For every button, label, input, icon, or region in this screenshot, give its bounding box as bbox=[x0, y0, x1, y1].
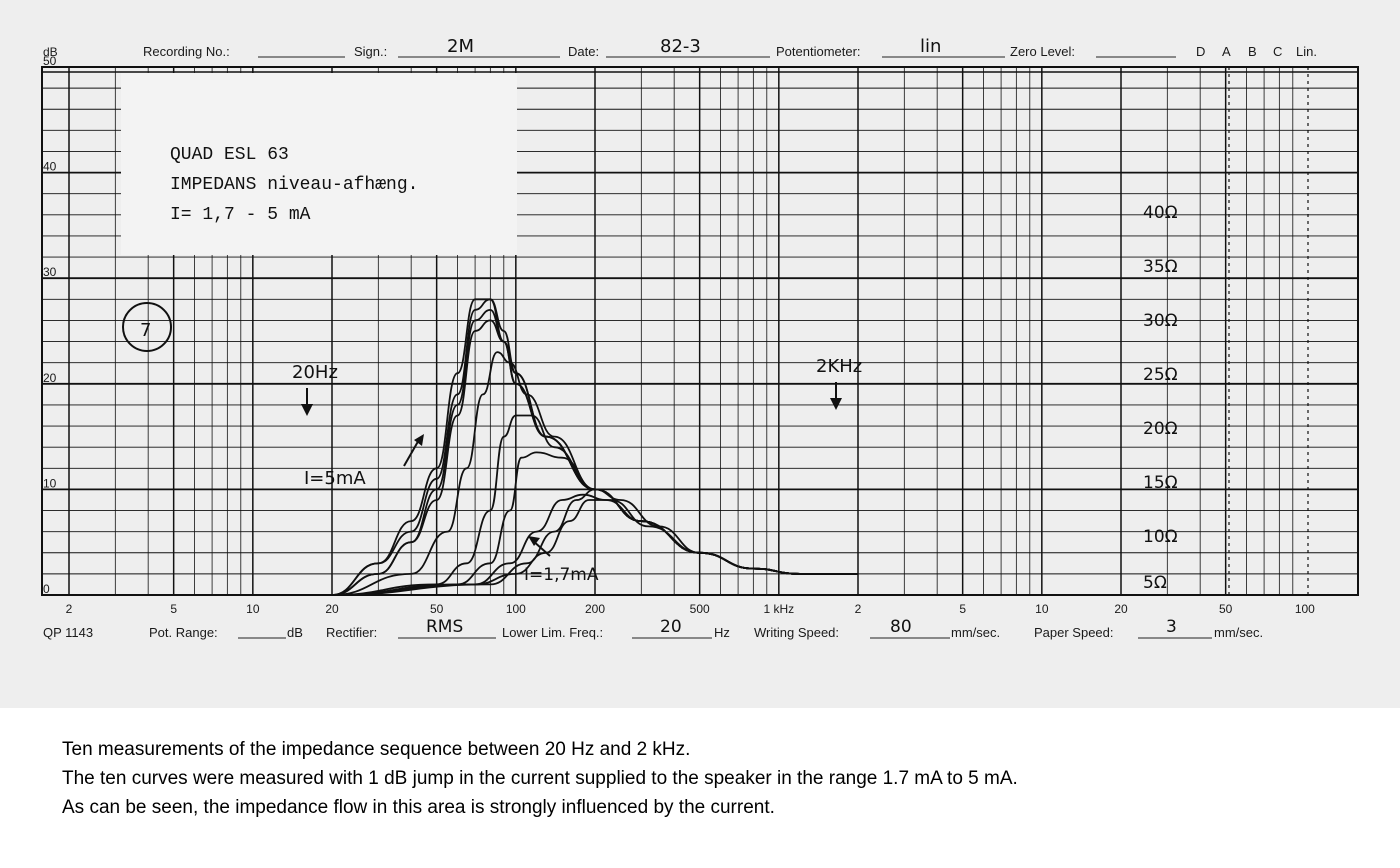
y-tick-label: 30 bbox=[43, 265, 57, 279]
date-label: Date: bbox=[568, 44, 599, 59]
rectifier-label: Rectifier: bbox=[326, 625, 377, 640]
potentiometer-value: lin bbox=[920, 36, 941, 57]
rectifier-value: RMS bbox=[426, 617, 463, 637]
scale-c: C bbox=[1273, 44, 1282, 59]
potentiometer-label: Potentiometer: bbox=[776, 44, 861, 59]
x-tick-label: 5 bbox=[959, 602, 966, 616]
current-high-arrowhead bbox=[414, 434, 424, 446]
paper-speed-label: Paper Speed: bbox=[1034, 625, 1114, 640]
current-low-label: I=1,7mA bbox=[524, 565, 599, 585]
x-tick-label: 50 bbox=[1219, 602, 1233, 616]
caption-line-3: As can be seen, the impedance flow in th… bbox=[62, 797, 775, 818]
caption-line-2: The ten curves were measured with 1 dB j… bbox=[62, 768, 1018, 789]
writing-speed-value: 80 bbox=[890, 617, 912, 637]
top-tick-strip bbox=[41, 66, 1359, 73]
note-line-2: IMPEDANS niveau-afhæng. bbox=[170, 175, 418, 195]
sign-value: 2M bbox=[447, 36, 474, 57]
sheet-number: 7 bbox=[140, 320, 151, 341]
lower-lim-unit: Hz bbox=[714, 625, 730, 640]
scale-a: A bbox=[1222, 44, 1231, 59]
date-value: 82-3 bbox=[660, 36, 701, 57]
ohm-scale-annotations: 40Ω 35Ω 30Ω 25Ω 20Ω 15Ω 10Ω 5Ω bbox=[1143, 203, 1178, 593]
ohm-scale-label: 25Ω bbox=[1143, 365, 1178, 385]
note-line-1: QUAD ESL 63 bbox=[170, 145, 289, 165]
y-tick-label: 10 bbox=[43, 476, 57, 490]
ohm-scale-label: 10Ω bbox=[1143, 527, 1178, 547]
x-tick-label: 1 kHz bbox=[763, 602, 794, 616]
x-tick-label: 20 bbox=[325, 602, 339, 616]
recording-no-label: Recording No.: bbox=[143, 44, 230, 59]
pot-range-unit: dB bbox=[287, 625, 303, 640]
writing-speed-label: Writing Speed: bbox=[754, 625, 839, 640]
paper-speed-unit: mm/sec. bbox=[1214, 625, 1263, 640]
y-unit-label: dB bbox=[43, 45, 58, 59]
impedance-curves bbox=[331, 298, 858, 596]
marker-20hz-arrowhead bbox=[301, 404, 313, 416]
recorder-chart-paper: QUAD ESL 63 IMPEDANS niveau-afhæng. I= 1… bbox=[41, 36, 1359, 640]
caption-line-1: Ten measurements of the impedance sequen… bbox=[62, 739, 691, 760]
x-tick-label: 500 bbox=[690, 602, 710, 616]
current-low-arrowhead bbox=[528, 536, 540, 546]
lower-lim-value: 20 bbox=[660, 617, 682, 637]
paper-speed-value: 3 bbox=[1166, 617, 1177, 637]
x-tick-label: 2 bbox=[66, 602, 73, 616]
y-tick-labels: 0 10 20 30 40 50 bbox=[43, 54, 57, 596]
x-tick-label: 5 bbox=[170, 602, 177, 616]
ohm-scale-label: 5Ω bbox=[1143, 573, 1167, 593]
x-tick-label: 20 bbox=[1114, 602, 1128, 616]
figure-caption: Ten measurements of the impedance sequen… bbox=[62, 735, 1382, 822]
scale-b: B bbox=[1248, 44, 1257, 59]
y-tick-label: 20 bbox=[43, 371, 57, 385]
x-tick-label: 100 bbox=[506, 602, 526, 616]
scale-lin: Lin. bbox=[1296, 44, 1317, 59]
sheet-number-circle bbox=[122, 302, 172, 352]
ohm-scale-label: 40Ω bbox=[1143, 203, 1178, 223]
impedance-curve bbox=[331, 499, 858, 596]
form-number: QP 1143 bbox=[43, 625, 93, 640]
note-line-3: I= 1,7 - 5 mA bbox=[170, 205, 311, 225]
x-tick-label: 2 bbox=[855, 602, 862, 616]
scale-d: D bbox=[1196, 44, 1205, 59]
y-tick-label: 40 bbox=[43, 160, 57, 174]
marker-20hz: 20Hz bbox=[292, 362, 338, 383]
ohm-scale-label: 35Ω bbox=[1143, 257, 1178, 277]
x-tick-label: 10 bbox=[1035, 602, 1049, 616]
pot-range-label: Pot. Range: bbox=[149, 625, 218, 640]
y-tick-label: 0 bbox=[43, 582, 50, 596]
note-box bbox=[121, 73, 517, 255]
x-tick-labels: 2 5 10 20 50 100 200 500 1 kHz 2 5 10 20 50 100 bbox=[66, 602, 1316, 616]
y-tick-label: 50 bbox=[43, 54, 57, 68]
sign-label: Sign.: bbox=[354, 44, 387, 59]
ohm-scale-label: 15Ω bbox=[1143, 473, 1178, 493]
lower-lim-label: Lower Lim. Freq.: bbox=[502, 625, 603, 640]
current-high-label: I=5mA bbox=[304, 468, 366, 489]
current-high-arrow bbox=[403, 437, 421, 467]
x-tick-label: 50 bbox=[430, 602, 444, 616]
x-tick-label: 200 bbox=[585, 602, 605, 616]
x-tick-label: 100 bbox=[1295, 602, 1315, 616]
zero-level-label: Zero Level: bbox=[1010, 44, 1075, 59]
marker-2khz-arrowhead bbox=[830, 398, 842, 410]
marker-2khz: 2KHz bbox=[816, 356, 862, 377]
ohm-scale-label: 20Ω bbox=[1143, 419, 1178, 439]
x-tick-label: 10 bbox=[246, 602, 260, 616]
ohm-scale-label: 30Ω bbox=[1143, 311, 1178, 331]
writing-speed-unit: mm/sec. bbox=[951, 625, 1000, 640]
